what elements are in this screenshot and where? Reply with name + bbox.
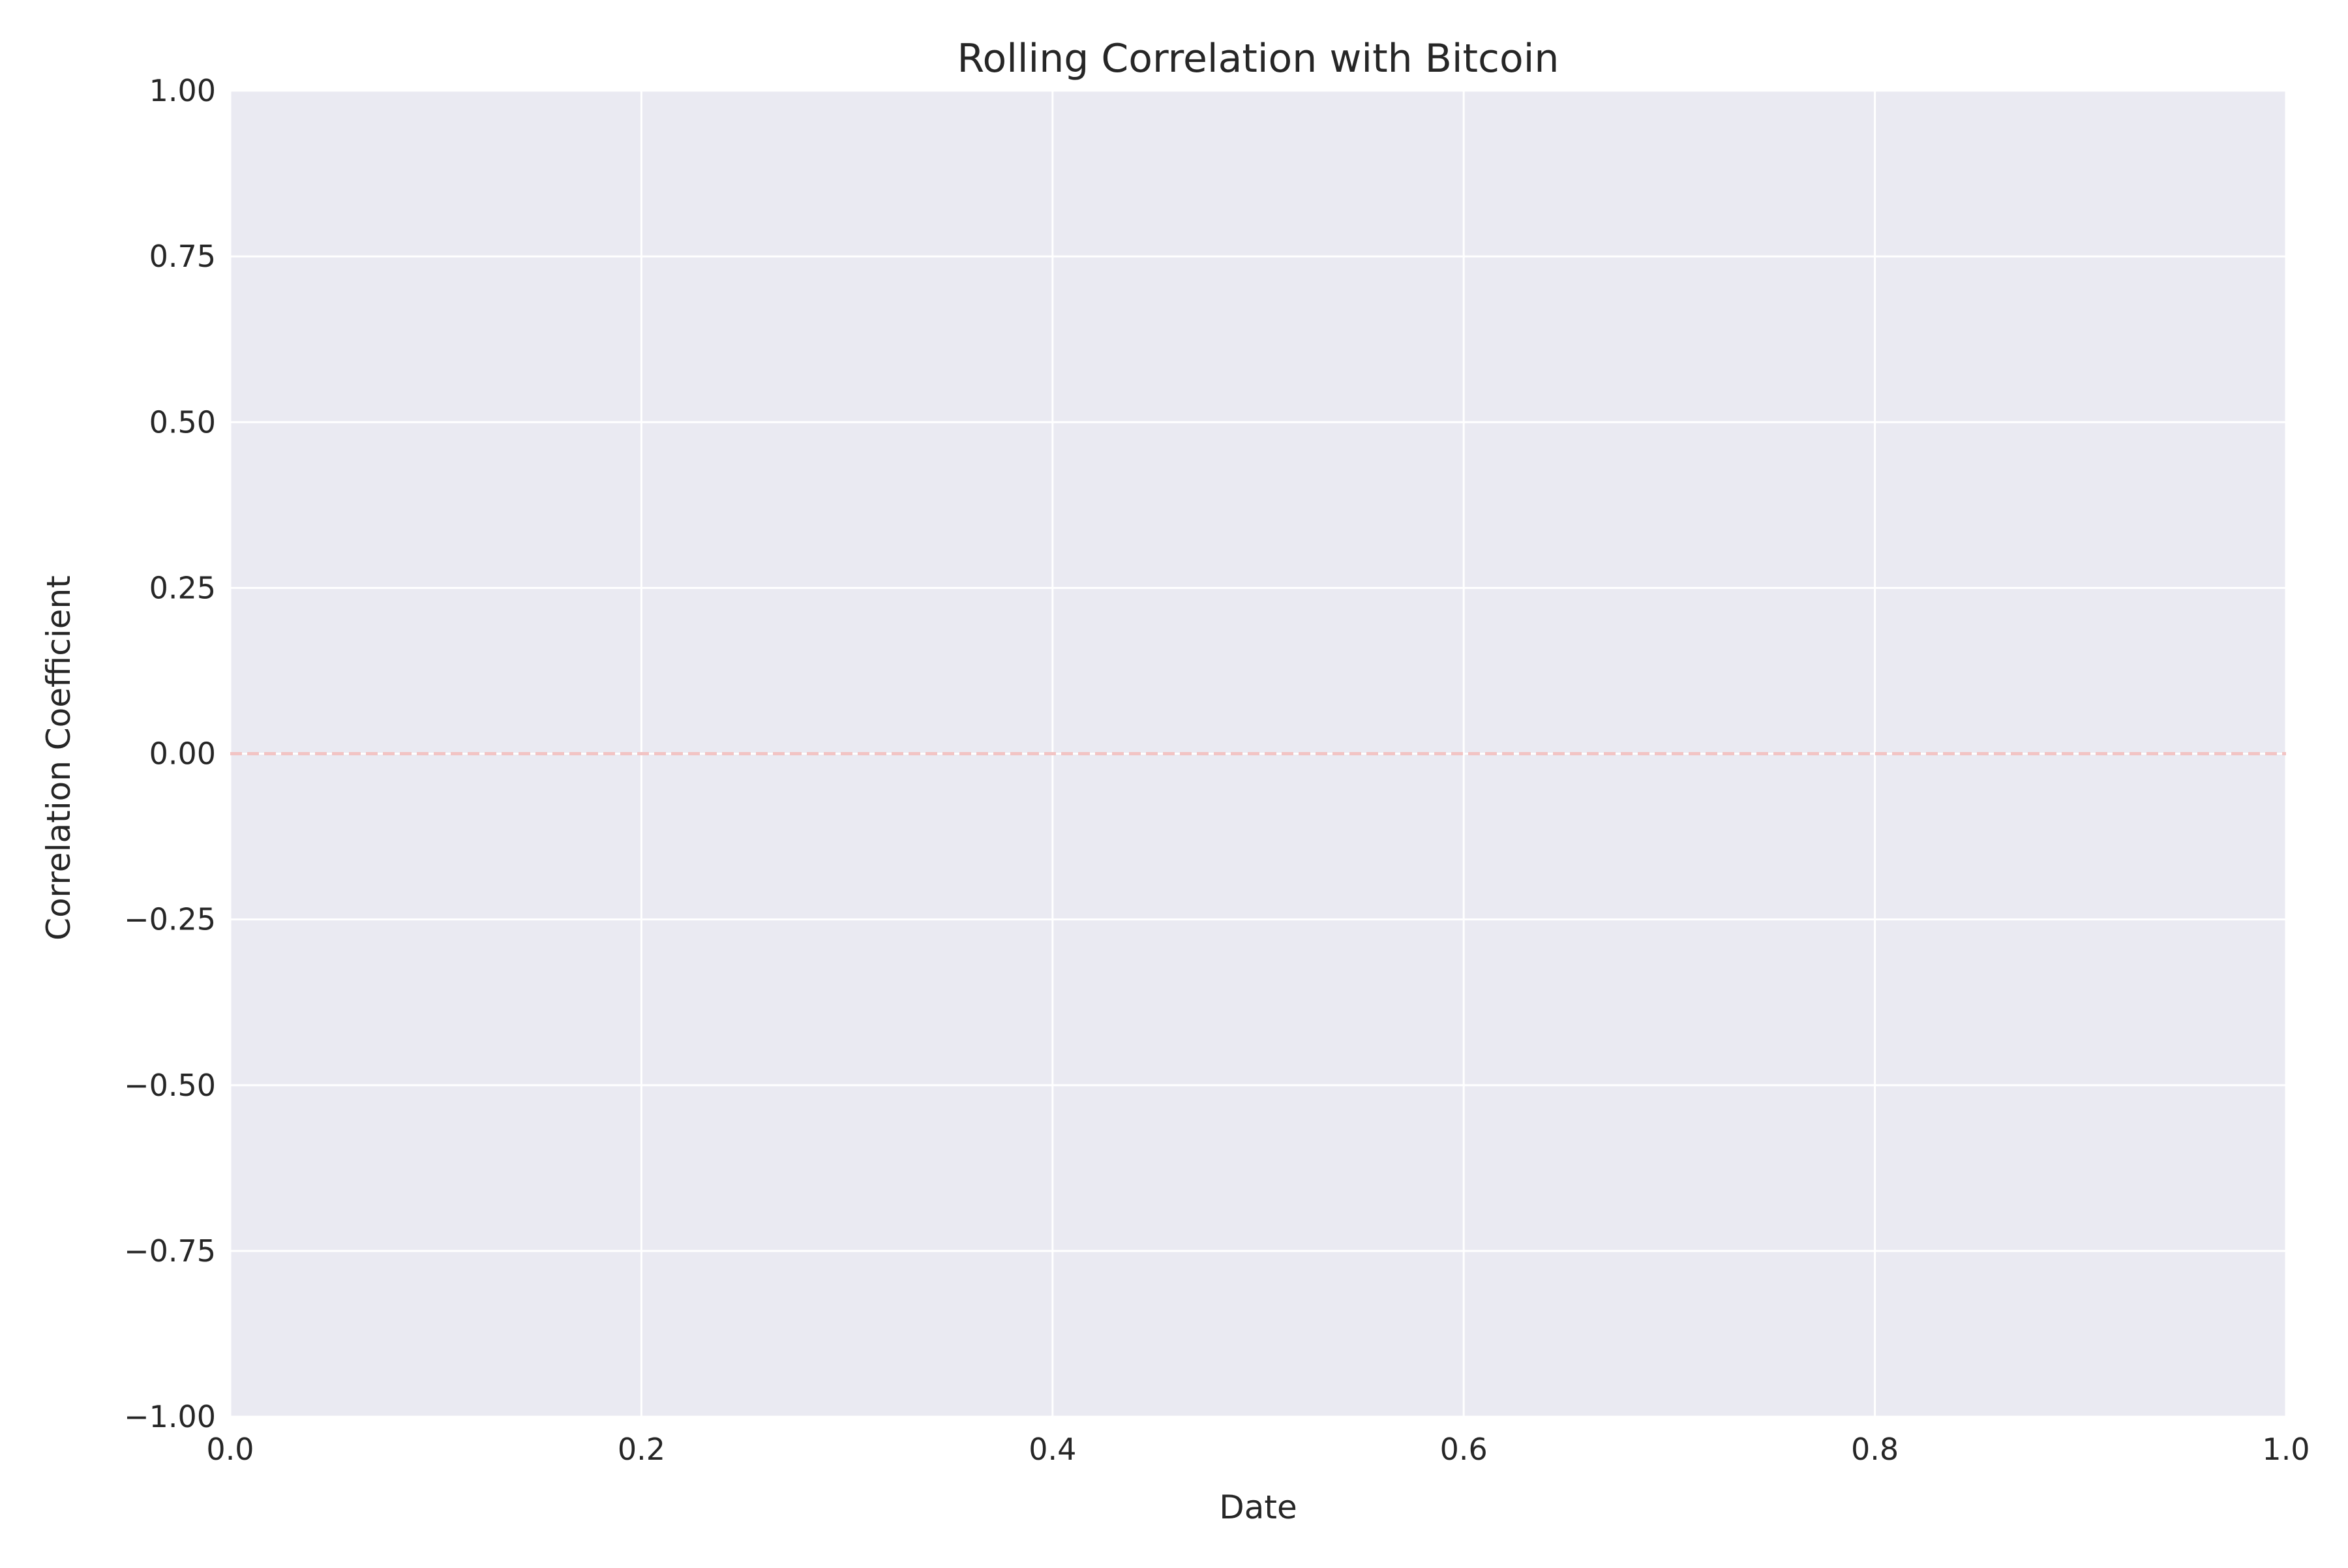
y-tick-label: −0.50 [124, 1068, 216, 1103]
x-tick-label: 1.0 [2262, 1432, 2310, 1467]
y-tick-label: −0.25 [124, 902, 216, 937]
y-tick-label: 0.75 [149, 239, 216, 274]
y-axis-label: Correlation Coefficient [40, 575, 78, 941]
y-tick-label: 0.00 [149, 736, 216, 772]
y-axis-ticks: −1.00 −0.75 −0.50 −0.25 0.00 0.25 0.50 0.75 1.00 [124, 73, 216, 1434]
x-tick-label: 0.8 [1851, 1432, 1899, 1467]
y-tick-label: −0.75 [124, 1233, 216, 1269]
y-tick-label: 0.25 [149, 570, 216, 605]
chart-title: Rolling Correlation with Bitcoin [957, 36, 1559, 82]
x-tick-label: 0.4 [1029, 1432, 1076, 1467]
y-tick-label: −1.00 [124, 1399, 216, 1434]
y-tick-label: 1.00 [149, 73, 216, 108]
x-axis-label: Date [1219, 1488, 1297, 1526]
x-tick-label: 0.0 [206, 1432, 254, 1467]
x-tick-label: 0.6 [1440, 1432, 1488, 1467]
x-axis-ticks: 0.0 0.2 0.4 0.6 0.8 1.0 [206, 1432, 2310, 1467]
y-tick-label: 0.50 [149, 404, 216, 440]
x-tick-label: 0.2 [618, 1432, 665, 1467]
